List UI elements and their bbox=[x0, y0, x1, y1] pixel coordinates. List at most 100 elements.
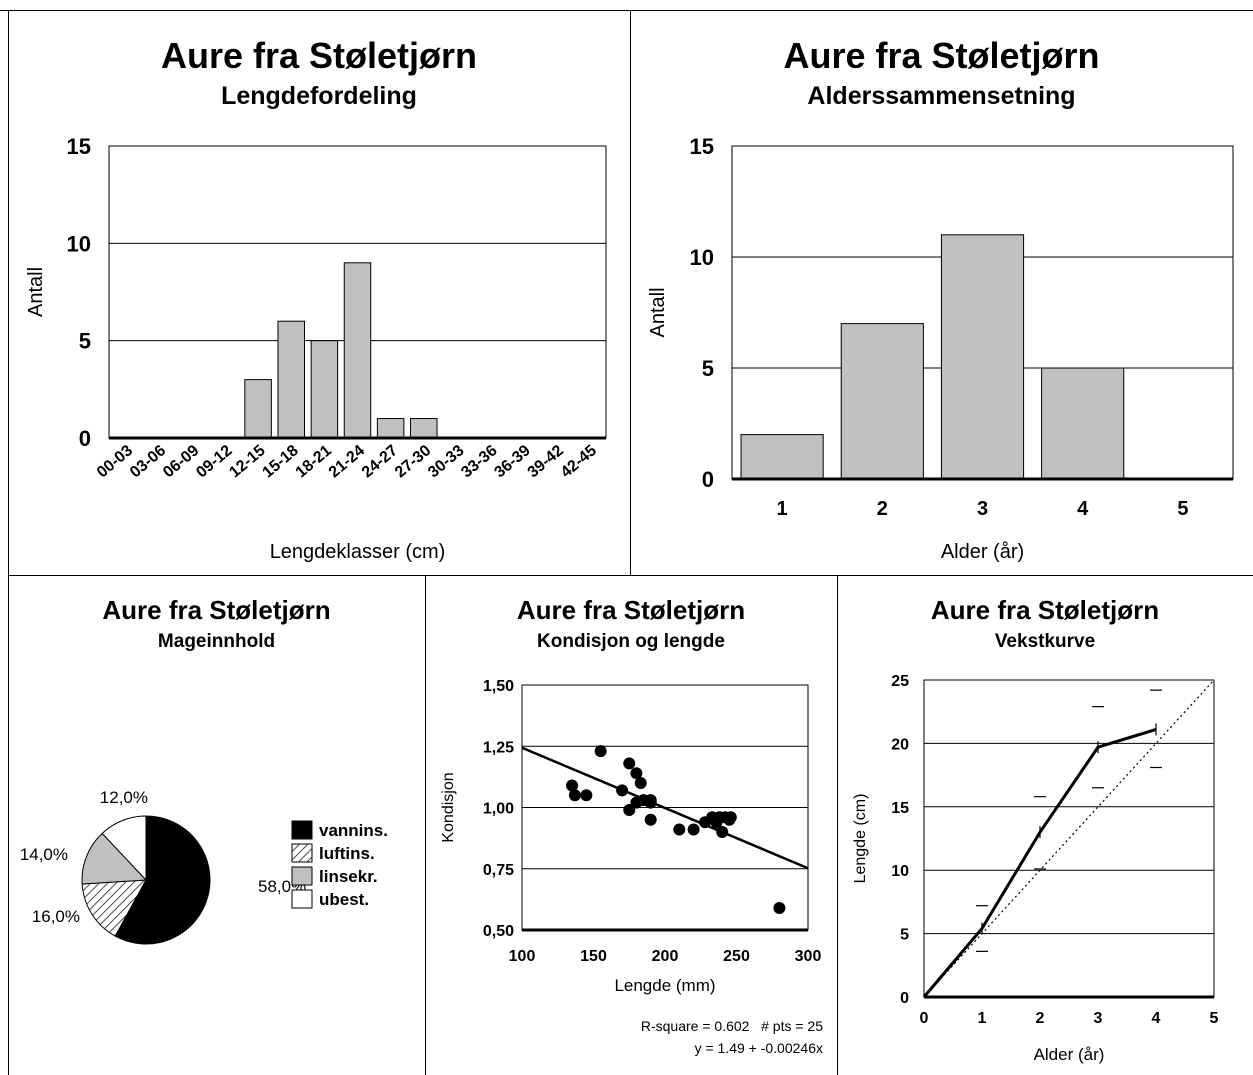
chart-title: Aure fra Støletjørn bbox=[930, 595, 1160, 625]
age-bar-chart: 0 5 10 15 1 2 3 4 5 Antall Alder (år) bbox=[647, 134, 1234, 563]
legend-swatch bbox=[291, 866, 313, 886]
x-tick-label: 27-30 bbox=[392, 442, 434, 481]
length-bar-chart: 0 5 10 15 00-0303-0606-0909-1212-1515-1818-2… bbox=[25, 134, 607, 563]
x-tick-label: 200 bbox=[652, 948, 679, 965]
x-tick-label: 100 bbox=[509, 948, 536, 965]
chart-subtitle: Kondisjon og lengde bbox=[537, 631, 725, 652]
y-tick-label: 0,75 bbox=[483, 862, 514, 879]
y-axis-label: Antall bbox=[647, 287, 669, 337]
data-point bbox=[724, 811, 737, 824]
x-tick-label: 3 bbox=[977, 498, 988, 520]
x-tick-label: 250 bbox=[723, 948, 750, 965]
data-point bbox=[568, 789, 581, 802]
growth-line-chart: 0 5 10 15 20 25 0 1 2 3 4 5 Lengde (cm) Alder (år) bbox=[852, 673, 1219, 1064]
x-tick-label: 4 bbox=[1077, 498, 1089, 520]
data-point bbox=[630, 767, 643, 780]
x-tick-label: 03-06 bbox=[127, 442, 169, 481]
regression-stats-line1: R-square = 0.602 # pts = 25 bbox=[640, 1018, 823, 1034]
x-tick-label: 33-36 bbox=[458, 442, 500, 481]
y-axis-label: Antall bbox=[25, 267, 47, 317]
y-tick-label: 5 bbox=[79, 329, 91, 354]
bar bbox=[343, 262, 372, 439]
pie-slice bbox=[114, 815, 211, 945]
y-tick-label: 5 bbox=[702, 356, 714, 381]
y-axis-label: Lengde (cm) bbox=[852, 794, 869, 884]
frame-bottom-left-divider bbox=[425, 575, 426, 1075]
x-tick-label: 09-12 bbox=[193, 442, 235, 481]
stomach-contents-panel: Aure fra Støletjørn Mageinnhold 58,0% 16,… bbox=[8, 575, 425, 1075]
growth-line bbox=[922, 728, 1157, 998]
data-point bbox=[623, 803, 636, 816]
bar bbox=[1041, 367, 1125, 480]
x-tick-label: 06-09 bbox=[160, 442, 202, 481]
y-tick-label: 10 bbox=[67, 231, 91, 256]
frame-bottom-right-divider bbox=[837, 575, 838, 1075]
y-tick-label: 1,25 bbox=[483, 739, 514, 756]
stomach-pie-chart: 58,0%16,0%14,0%12,0%vannins.luftins.lins… bbox=[20, 788, 388, 945]
pie-slice bbox=[81, 879, 147, 937]
data-point bbox=[580, 789, 593, 802]
condition-length-panel: Aure fra Støletjørn Kondisjon og lengde … bbox=[425, 575, 837, 1075]
regression-stats-line2: y = 1.49 + -0.00246x bbox=[694, 1040, 823, 1056]
x-tick-label: 39-42 bbox=[525, 442, 567, 481]
x-tick-label: 36-39 bbox=[491, 442, 533, 481]
x-axis-label: Alder (år) bbox=[1034, 1045, 1105, 1064]
data-point bbox=[644, 813, 657, 826]
legend-label: luftins. bbox=[319, 844, 375, 863]
y-tick-label: 0 bbox=[702, 467, 714, 492]
bar bbox=[940, 234, 1025, 480]
y-tick-label: 15 bbox=[891, 800, 909, 817]
x-tick-label: 30-33 bbox=[425, 442, 467, 481]
legend-label: ubest. bbox=[319, 890, 369, 909]
legend-label: vannins. bbox=[319, 821, 388, 840]
y-tick-label: 15 bbox=[690, 134, 714, 159]
x-tick-label: 12-15 bbox=[226, 442, 268, 481]
x-tick-label: 18-21 bbox=[293, 442, 335, 481]
y-tick-label: 0 bbox=[900, 990, 909, 1007]
frame-mid-vertical bbox=[630, 10, 631, 575]
y-tick-label: 5 bbox=[900, 927, 909, 944]
bar bbox=[277, 320, 305, 439]
y-axis-label: Kondisjon bbox=[440, 772, 457, 842]
data-point bbox=[773, 901, 786, 914]
data-point bbox=[716, 826, 729, 838]
bar bbox=[376, 418, 405, 439]
legend-label: linsekr. bbox=[319, 867, 378, 886]
x-tick-label: 4 bbox=[1152, 1010, 1161, 1027]
data-point bbox=[673, 823, 686, 836]
condition-scatter-chart: 0,50 0,75 1,00 1,25 1,50 100 150 200 250 300 Kondi… bbox=[440, 678, 821, 995]
x-axis-label: Lengdeklasser (cm) bbox=[270, 541, 446, 563]
chart-title: Aure fra Støletjørn bbox=[783, 35, 1100, 76]
chart-subtitle: Mageinnhold bbox=[157, 631, 276, 652]
y-tick-label: 10 bbox=[690, 245, 714, 270]
x-tick-label: 15-18 bbox=[260, 442, 302, 481]
x-axis-label: Lengde (mm) bbox=[614, 976, 715, 995]
pie-slice bbox=[101, 815, 147, 882]
x-tick-label: 5 bbox=[1177, 498, 1188, 520]
x-tick-label: 1 bbox=[978, 1010, 987, 1027]
x-tick-label: 2 bbox=[877, 498, 888, 520]
x-tick-label: 00-03 bbox=[94, 442, 136, 481]
y-tick-label: 10 bbox=[891, 863, 909, 880]
chart-subtitle: Lengdefordeling bbox=[221, 82, 417, 110]
pie-value-label: 12,0% bbox=[100, 788, 148, 807]
x-tick-label: 21-24 bbox=[326, 442, 368, 481]
data-point bbox=[634, 777, 647, 789]
growth-curve-panel: Aure fra Støletjørn Vekstkurve 0 5 10 15 20 2… bbox=[837, 575, 1253, 1075]
y-tick-label: 0 bbox=[79, 426, 91, 451]
chart-title: Aure fra Støletjørn bbox=[102, 595, 331, 625]
bar bbox=[244, 379, 272, 439]
pie-slice bbox=[81, 832, 148, 885]
x-axis-label: Alder (år) bbox=[941, 541, 1024, 563]
chart-subtitle: Alderssammensetning bbox=[807, 82, 1076, 110]
y-tick-label: 20 bbox=[891, 736, 909, 753]
pie-value-label: 16,0% bbox=[32, 907, 80, 926]
frame-horizontal bbox=[8, 575, 1253, 576]
frame-left bbox=[8, 10, 9, 1075]
y-tick-label: 15 bbox=[67, 134, 91, 159]
x-tick-label: 0 bbox=[920, 1010, 929, 1027]
y-tick-label: 1,00 bbox=[483, 801, 514, 818]
chart-title: Aure fra Støletjørn bbox=[516, 595, 746, 625]
x-tick-label: 2 bbox=[1036, 1010, 1045, 1027]
chart-subtitle: Vekstkurve bbox=[994, 631, 1096, 652]
